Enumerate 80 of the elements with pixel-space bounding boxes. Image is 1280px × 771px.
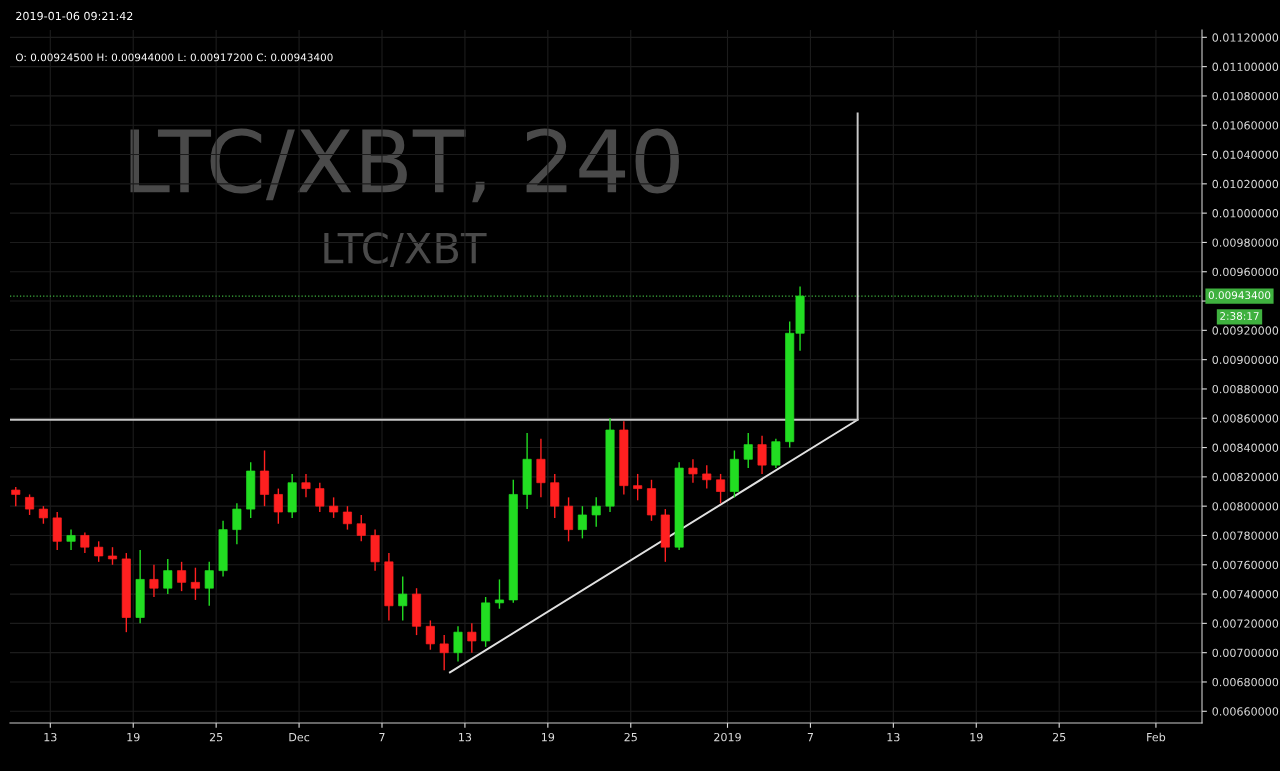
candlestick [52,511,62,551]
y-tick-label: 0.00800000 [1212,502,1279,511]
candlestick [591,496,601,528]
candlestick [564,496,574,543]
candlestick [702,464,712,490]
candlestick [688,458,698,484]
y-tick-label: 0.00680000 [1212,677,1279,687]
y-tick-label: 0.00780000 [1212,531,1279,540]
x-tick-label: 25 [209,732,223,742]
candlestick [315,482,325,513]
candlestick [771,438,781,469]
y-tick-label: 0.01120000 [1212,33,1279,42]
candlestick [149,564,159,598]
candlestick [425,619,435,651]
candlestick [439,634,449,671]
text: 2:38:17 [1220,312,1259,320]
x-tick-label: 19 [541,732,555,742]
candlestick [743,432,753,469]
x-tick-label: 25 [1052,732,1066,742]
candlestick [716,473,726,504]
y-tick-label: 0.00740000 [1212,590,1279,599]
y-tick-label: 0.00900000 [1212,355,1279,365]
candlestick [342,505,352,531]
candlestick [453,625,463,663]
x-tick-label: 13 [44,732,57,742]
x-tick-label: 7 [807,733,814,742]
candlestick [66,528,76,551]
candlestick [94,540,104,563]
y-tick-label: 0.00720000 [1212,619,1279,628]
x-tick-label: 13 [459,732,472,742]
x-tick-label: 2019 [714,732,741,742]
y-tick-label: 0.01040000 [1212,150,1279,159]
x-tick-label: Dec [289,733,310,742]
x-tick-label: 7 [379,733,385,742]
y-tick-label: 0.00920000 [1212,326,1279,335]
candlestick [260,449,270,507]
x-tick-label: 19 [970,732,983,742]
x-tick-label: 19 [127,732,140,742]
y-tick-label: 0.01100000 [1212,62,1279,72]
y-tick-label: 0.00660000 [1212,707,1279,716]
y-tick-label: 0.01000000 [1212,209,1279,218]
candlestick [398,575,408,622]
candlestick [757,435,767,475]
x-tick-label: Feb [1147,732,1166,742]
ref-line-label: 0.00943400 [1208,291,1271,300]
candlestick [494,578,504,610]
candlestick [273,487,283,525]
candlestick [356,514,366,543]
y-tick-label: 0.00760000 [1212,560,1279,570]
candlestick [536,438,546,499]
candlestick [25,493,35,516]
annotation: LTC/XBT, 240 [130,128,679,203]
candlestick [80,531,90,554]
candlestick [467,622,477,654]
y-tick-label: 0.00880000 [1212,384,1279,394]
candlestick [11,486,21,507]
annotation: LTC/XBT [324,232,487,268]
candlestick [232,502,242,545]
candlestick [329,496,339,519]
candlestick [577,505,587,540]
y-tick-label: 0.00840000 [1212,443,1279,452]
y-tick-label: 0.01060000 [1212,121,1279,130]
y-tick-label: 0.01080000 [1212,91,1279,101]
y-tick-label: 0.00700000 [1212,648,1279,658]
candlestick [190,567,200,601]
candlestick [177,561,187,592]
annotation: O: 0.00924500 H: 0.00944000 L: 0.00917200 C: 0.00943400 [15,53,333,62]
x-tick-label: 13 [887,732,900,742]
x-tick-label: 25 [624,732,637,742]
candlestick [633,473,643,501]
y-tick-label: 0.01020000 [1212,179,1279,189]
y-tick-label: 0.00860000 [1212,414,1279,423]
y-tick-label: 0.00820000 [1212,472,1279,482]
candlestick [163,558,173,595]
candlestick [204,561,214,607]
y-tick-label: 0.00960000 [1212,267,1279,277]
candlestick [550,473,560,519]
candlestick [301,473,311,499]
y-tick-label: 0.00980000 [1212,238,1279,247]
text: 2019-01-06 09:21:42 [16,11,133,21]
